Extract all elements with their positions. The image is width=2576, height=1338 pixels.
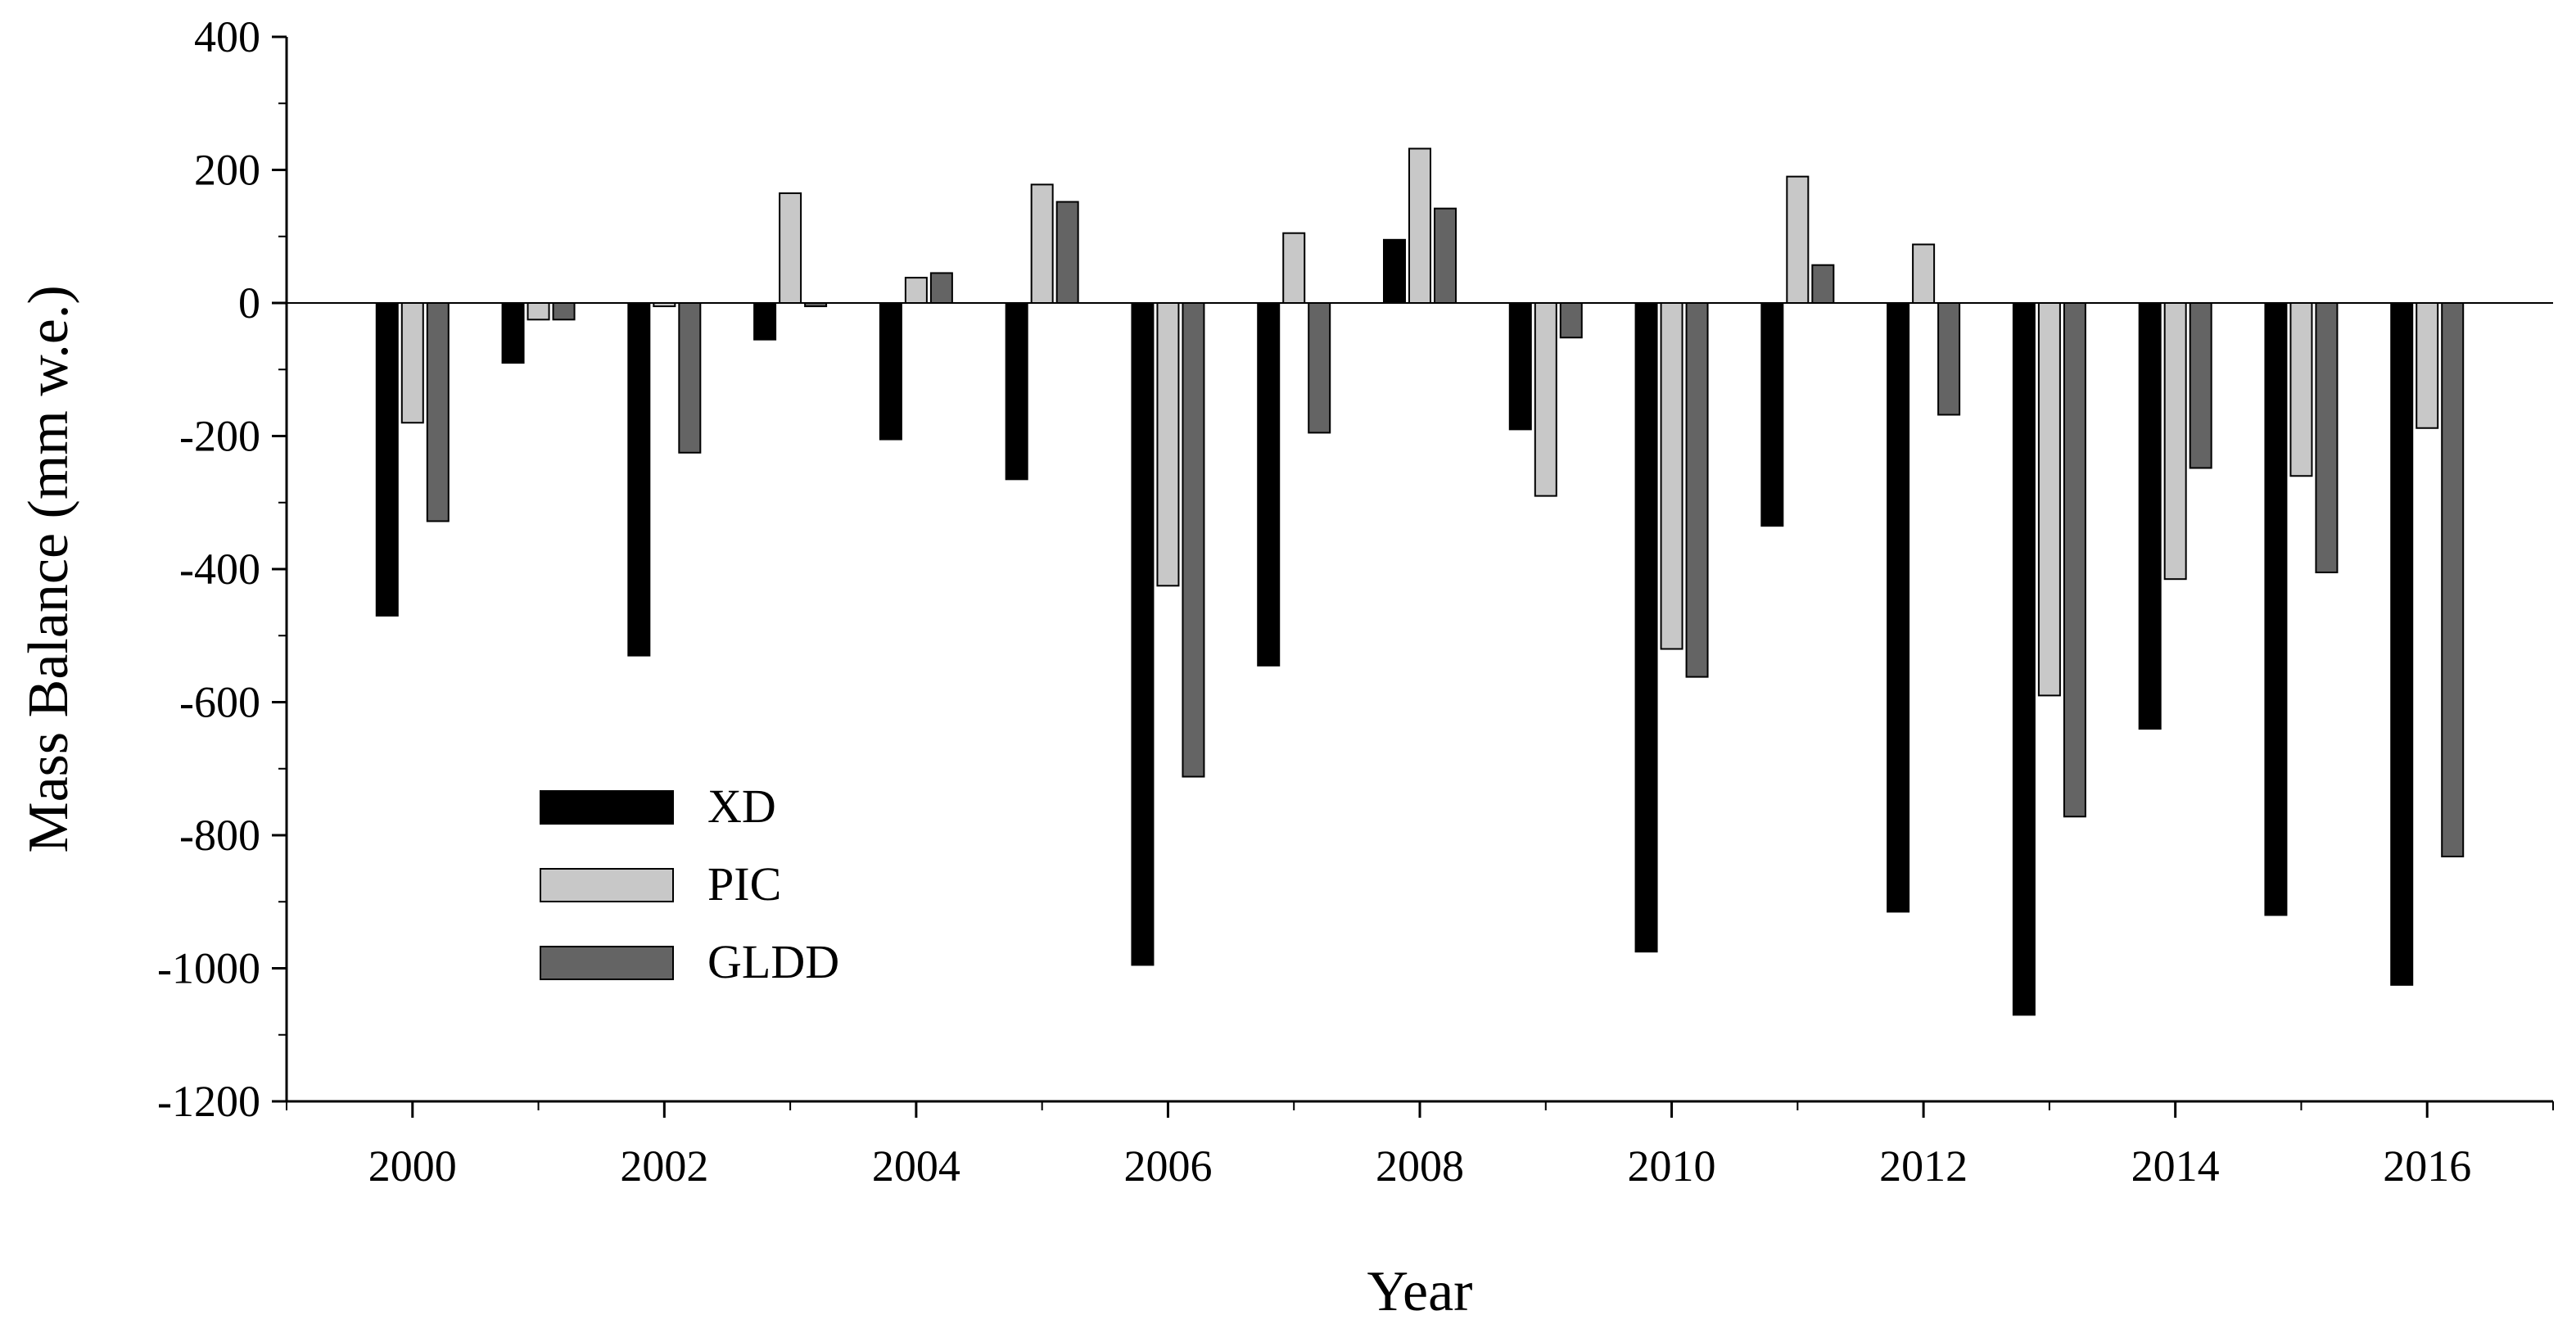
bars-layer: [375, 147, 2465, 1016]
x-tick-label: 2008: [1376, 1141, 1464, 1191]
y-tick-label: 0: [238, 278, 260, 328]
x-tick-label: 2016: [2383, 1141, 2471, 1191]
bar-pic-2008: [1408, 147, 1431, 304]
legend-swatch-gldd: [540, 946, 674, 980]
bar-xd-2016: [2390, 302, 2414, 986]
bar-gldd-2013: [2063, 302, 2086, 818]
bar-gldd-2005: [1055, 201, 1079, 304]
bar-pic-2016: [2416, 302, 2439, 429]
x-tick-label: 2000: [368, 1141, 457, 1191]
bar-gldd-2002: [678, 302, 702, 454]
legend-label-pic: PIC: [707, 857, 781, 911]
legend-label-xd: XD: [707, 780, 776, 833]
bar-xd-2015: [2264, 302, 2288, 916]
bar-xd-2011: [1760, 302, 1784, 527]
bar-gldd-2016: [2441, 302, 2465, 857]
x-tick-label: 2012: [1879, 1141, 1968, 1191]
bar-pic-2014: [2163, 302, 2187, 581]
bar-xd-2002: [627, 302, 651, 657]
y-tick-label: -1200: [157, 1077, 260, 1126]
bar-xd-2001: [501, 302, 525, 364]
bar-xd-2012: [1887, 302, 1910, 913]
bar-pic-2015: [2289, 302, 2313, 477]
bar-gldd-2011: [1811, 264, 1835, 304]
bar-gldd-2008: [1434, 207, 1457, 304]
bar-gldd-2012: [1937, 302, 1961, 416]
y-tick-label: -400: [179, 545, 260, 594]
x-axis-title: Year: [1367, 1260, 1473, 1323]
bar-gldd-2000: [426, 302, 450, 522]
x-tick-label: 2006: [1123, 1141, 1212, 1191]
bar-xd-2008: [1383, 238, 1406, 304]
legend-swatch-xd: [540, 790, 674, 825]
bar-gldd-2015: [2315, 302, 2339, 574]
y-tick-label: -200: [179, 412, 260, 461]
legend-swatch-pic: [540, 868, 674, 902]
legend: XD PIC GLDD: [540, 780, 839, 988]
bar-pic-2009: [1534, 302, 1557, 497]
bar-pic-2003: [779, 192, 802, 304]
y-tick-label: -800: [179, 811, 260, 860]
y-axis-title: Mass Balance (mm w.e.): [17, 285, 80, 852]
bar-pic-2012: [1912, 243, 1936, 304]
x-tick-label: 2010: [1628, 1141, 1716, 1191]
bar-pic-2000: [400, 302, 424, 424]
bar-xd-2005: [1005, 302, 1028, 481]
bar-pic-2004: [904, 277, 928, 304]
bar-gldd-2007: [1308, 302, 1331, 434]
bar-pic-2007: [1282, 232, 1306, 304]
x-tick-label: 2004: [872, 1141, 960, 1191]
bar-pic-2010: [1660, 302, 1683, 650]
bar-xd-2014: [2138, 302, 2162, 730]
bar-gldd-2001: [552, 302, 576, 321]
bar-pic-2006: [1156, 302, 1180, 587]
x-tick-label: 2014: [2131, 1141, 2220, 1191]
legend-label-gldd: GLDD: [707, 935, 839, 988]
bar-xd-2003: [753, 302, 777, 341]
bar-pic-2001: [526, 302, 550, 321]
bar-pic-2013: [2037, 302, 2061, 697]
y-tick-label: 200: [194, 146, 260, 195]
bar-xd-2013: [2012, 302, 2036, 1016]
x-tick-label: 2002: [620, 1141, 708, 1191]
bar-gldd-2006: [1182, 302, 1205, 778]
y-tick-label: 400: [194, 12, 260, 61]
bar-gldd-2010: [1685, 302, 1709, 678]
bar-xd-2010: [1634, 302, 1658, 953]
bar-xd-2006: [1131, 302, 1155, 966]
bar-xd-2004: [879, 302, 902, 441]
bar-pic-2011: [1786, 175, 1810, 304]
bar-pic-2005: [1030, 183, 1054, 304]
y-tick-label: -600: [179, 678, 260, 727]
y-tick-label: -1000: [157, 944, 260, 993]
bar-gldd-2004: [929, 272, 953, 304]
bar-gldd-2014: [2189, 302, 2212, 469]
bar-gldd-2009: [1559, 302, 1583, 339]
bar-xd-2007: [1257, 302, 1281, 667]
bar-xd-2009: [1508, 302, 1532, 431]
bar-xd-2000: [375, 302, 399, 617]
